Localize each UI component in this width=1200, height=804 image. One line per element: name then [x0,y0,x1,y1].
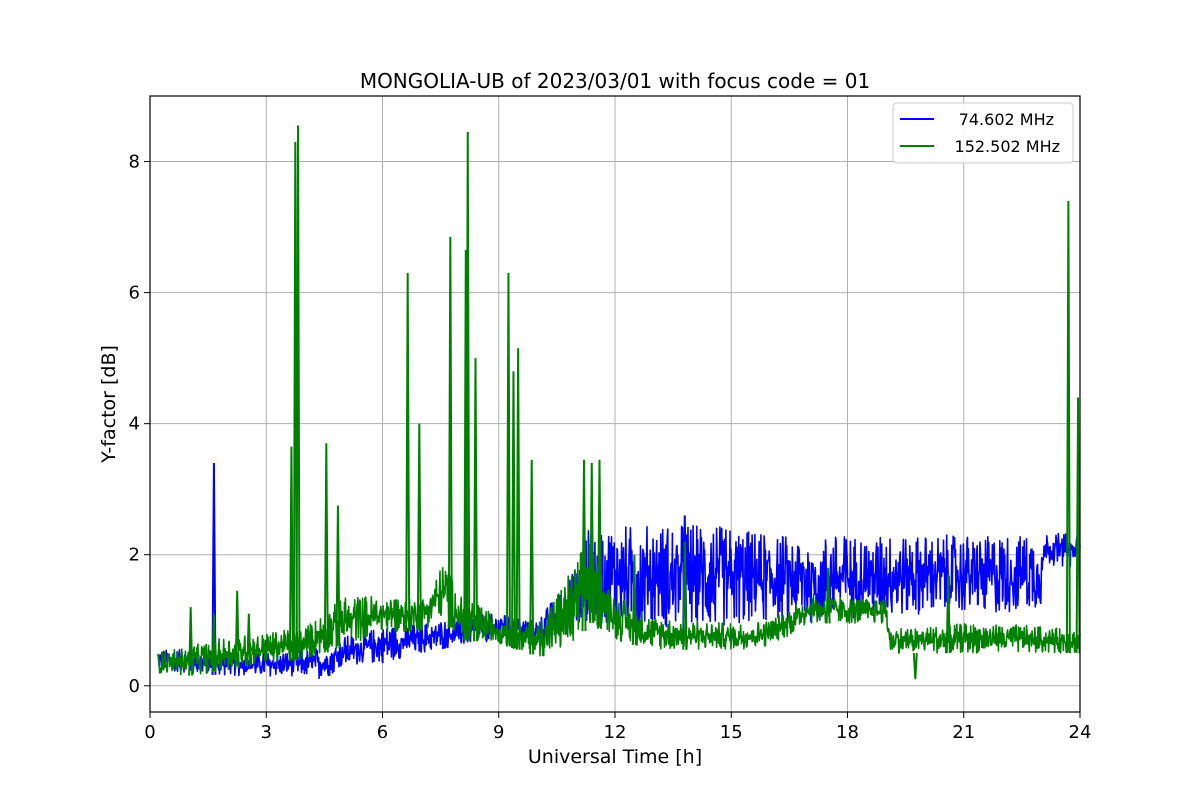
series-2-spike [529,459,535,655]
x-tick-label: 18 [836,722,859,743]
x-tick-label: 12 [604,722,627,743]
x-tick-label: 21 [952,722,975,743]
y-tick-label: 0 [129,676,140,697]
series-2-spike [465,132,471,641]
x-axis-title: Universal Time [h] [528,746,702,768]
series-2-spike [288,446,294,661]
series-2-spike [631,554,637,645]
series-2-spike [1075,397,1081,654]
series-2-line [157,544,1081,676]
series-2-spike [682,541,688,650]
x-tick-label: 24 [1069,722,1092,743]
series-2-spike [335,505,341,649]
series-2-spike [246,613,252,666]
legend-box [892,102,1074,164]
y-tick-label: 6 [129,283,140,304]
legend-label-series-2: 152.502 MHz [955,137,1060,156]
series-2-spike [581,459,587,632]
series-2-spike [1065,200,1071,654]
series-2 [157,125,1081,680]
series-2-spike [589,462,595,624]
chart-title: MONGOLIA-UB of 2023/03/01 with focus cod… [360,69,870,93]
series-2-spike [597,459,602,629]
series-2-spike [405,272,411,632]
x-tick-label: 6 [377,722,388,743]
series-2-spike [234,590,240,668]
series-2-spike [912,652,918,680]
series-2-spike [188,607,194,676]
y-tick-label: 2 [129,545,140,566]
series-2-spike [505,272,511,647]
series-2-spike [945,574,951,654]
x-tick-label: 3 [261,722,272,743]
y-tick-label: 8 [129,152,140,173]
series-2-spike [323,443,329,653]
x-tick-label: 0 [144,722,155,743]
series-2-spike [447,236,453,628]
series-2-spike [295,125,301,661]
series-2-spike [510,371,516,649]
x-tick-label: 9 [493,722,504,743]
legend-label-series-1: 74.602 MHz [959,110,1054,129]
series-2-spike [416,423,422,631]
y-tick-label: 4 [129,414,140,435]
series-2-spike [515,348,521,650]
y-axis-title: Y-factor [dB] [98,345,120,464]
x-tick-label: 15 [720,722,743,743]
series-group [157,125,1081,680]
series-1-spike [211,462,217,675]
series-2-spike [211,613,217,672]
series-2-spike [825,567,831,624]
legend: 74.602 MHz 152.502 MHz [892,102,1074,164]
series-2-spike [473,358,478,642]
